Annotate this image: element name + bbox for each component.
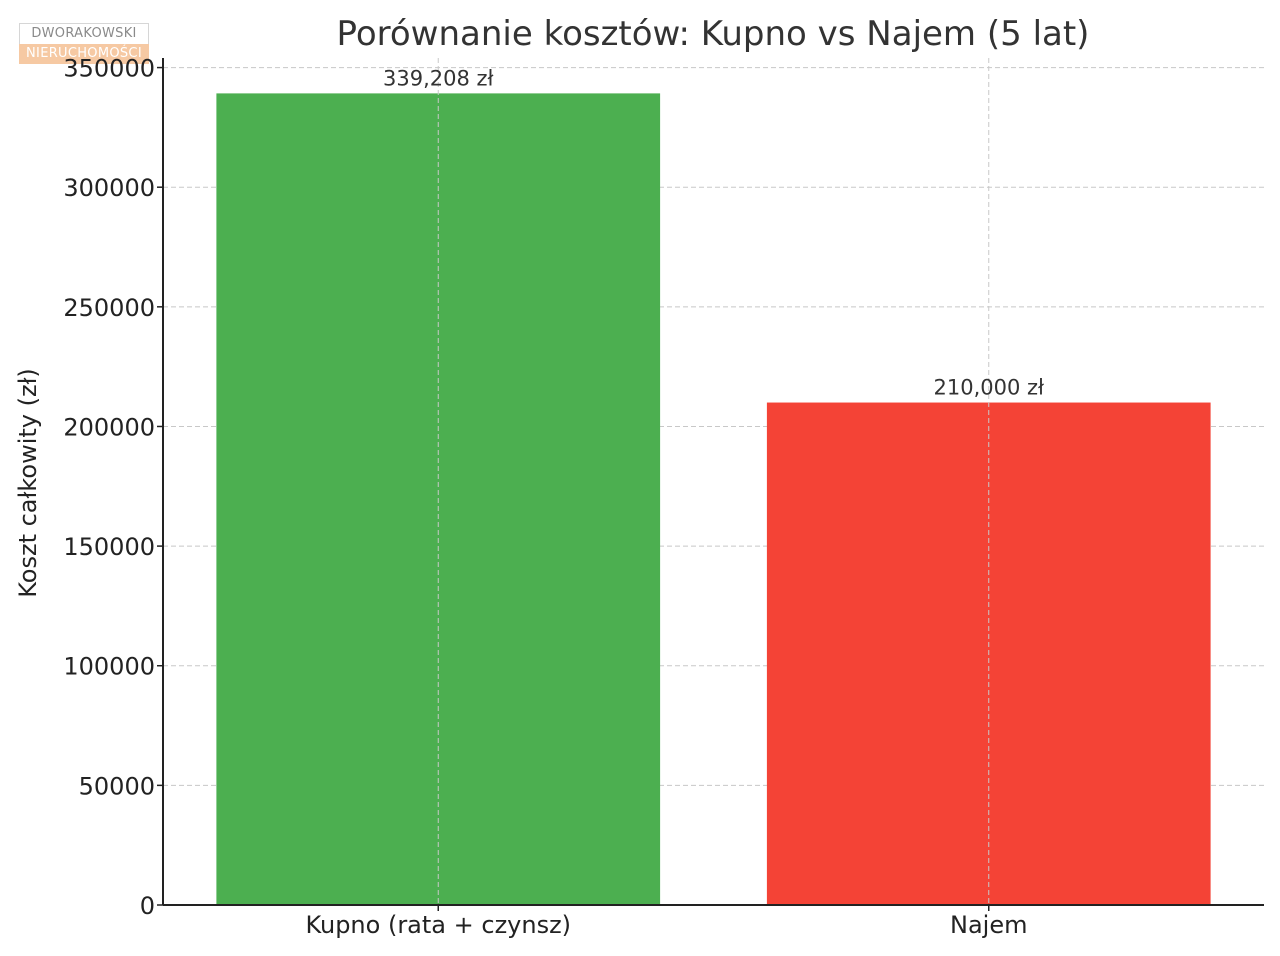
value-labels: 339,208 zł 210,000 zł — [383, 66, 1044, 399]
x-tick-label: Kupno (rata + czynsz) — [305, 911, 571, 939]
watermark-line2: NIERUCHOMOŚCI — [19, 44, 149, 64]
y-tick-label: 150000 — [63, 533, 155, 561]
y-tick-label: 200000 — [63, 413, 155, 441]
y-tick-label: 350000 — [63, 55, 155, 83]
chart-title: Porównanie kosztów: Kupno vs Najem (5 la… — [337, 14, 1090, 54]
y-tick-label: 300000 — [63, 174, 155, 202]
vertical-grid-lines — [437, 58, 990, 905]
y-tick-label: 250000 — [63, 294, 155, 322]
x-tick-label: Najem — [950, 911, 1027, 939]
y-tick-label: 50000 — [79, 772, 155, 800]
watermark-line1: DWORAKOWSKI — [19, 23, 149, 44]
watermark-logo: DWORAKOWSKI NIERUCHOMOŚCI — [19, 23, 149, 64]
bar-value-label: 210,000 zł — [933, 376, 1044, 400]
tick-labels: 0 50000 100000 150000 200000 250000 300000 3500… — [63, 55, 1027, 939]
bar-value-label: 339,208 zł — [383, 66, 494, 90]
bars — [216, 93, 1211, 906]
axes — [157, 58, 1264, 911]
y-tick-label: 100000 — [63, 653, 155, 681]
y-axis-label: Koszt całkowity (zł) — [14, 368, 42, 598]
y-tick-label: 0 — [140, 892, 155, 920]
